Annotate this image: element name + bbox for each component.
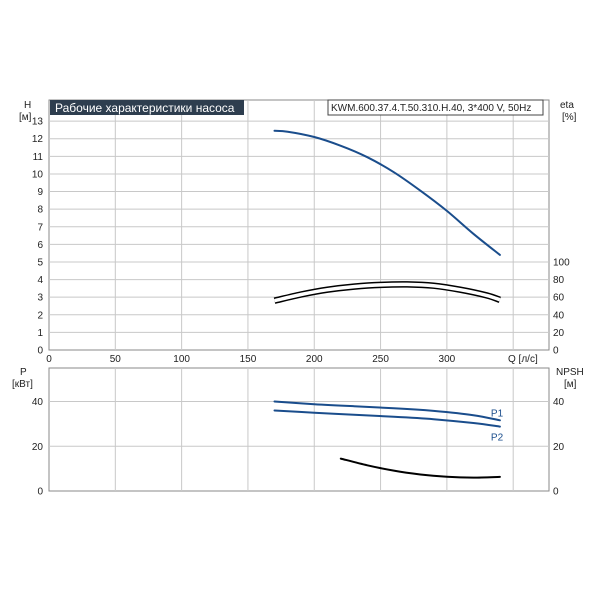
eta-axis-unit: [%] (562, 112, 577, 123)
p-axis-label: P (20, 367, 27, 378)
y-tick-label: 0 (37, 346, 43, 357)
series-label-p1: P1 (491, 408, 504, 419)
y-tick-label: 7 (37, 222, 43, 233)
p-axis-unit: [кВт] (12, 379, 33, 390)
y-tick-label: 20 (32, 442, 44, 453)
y-tick-label: 9 (37, 187, 43, 198)
y2-tick-label: 20 (553, 442, 565, 453)
curves: P1 P2 (273, 129, 504, 479)
y-tick-label: 10 (32, 169, 44, 180)
eta-axis-label: eta (560, 100, 574, 111)
npsh-curve (339, 457, 501, 479)
y-tick-label: 0 (37, 487, 43, 498)
npsh-axis-unit: [м] (564, 379, 577, 390)
eta-curve-inner (274, 282, 501, 303)
npsh-axis-label: NPSH (556, 367, 584, 378)
y2-tick-label: 40 (553, 397, 565, 408)
y-tick-label: 4 (37, 275, 43, 286)
y2-tick-label: 60 (553, 293, 565, 304)
p1-curve (273, 400, 501, 422)
series-label-p2: P2 (491, 433, 504, 444)
chart-title: Рабочие характеристики насоса (55, 101, 235, 115)
q-axis-label: Q [л/с] (508, 354, 538, 365)
y-tick-label: 12 (32, 134, 44, 145)
y2-tick-label: 100 (553, 257, 570, 268)
y-tick-label: 40 (32, 397, 44, 408)
x-tick-label: 50 (110, 354, 122, 365)
x-tick-label: 250 (372, 354, 389, 365)
y-tick-label: 2 (37, 310, 43, 321)
y-tick-label: 1 (37, 328, 43, 339)
x-tick-label: 0 (46, 354, 52, 365)
y-tick-label: 3 (37, 293, 43, 304)
y2-tick-label: 0 (553, 346, 559, 357)
title-background (50, 100, 244, 115)
x-tick-label: 100 (173, 354, 190, 365)
h-axis-unit: [м] (19, 112, 32, 123)
y2-tick-label: 0 (553, 487, 559, 498)
p2-curve (273, 409, 501, 428)
y-tick-label: 6 (37, 240, 43, 251)
y-tick-label: 5 (37, 257, 43, 268)
top-panel-frame (48, 99, 550, 351)
x-tick-label: 150 (240, 354, 257, 365)
y2-tick-label: 40 (553, 310, 565, 321)
bottom-panel-frame (48, 367, 550, 492)
y2-tick-label: 80 (553, 275, 565, 286)
h-axis-label: H (24, 100, 31, 111)
x-tick-label: 300 (439, 354, 456, 365)
y-tick-label: 11 (33, 152, 44, 163)
y-tick-label: 13 (32, 117, 44, 128)
y-tick-label: 8 (37, 205, 43, 216)
model-box (327, 99, 544, 116)
y2-tick-label: 20 (553, 328, 565, 339)
h-curve (273, 129, 501, 256)
model-label: KWM.600.37.4.T.50.310.H.40, 3*400 V, 50H… (331, 103, 531, 114)
x-tick-label: 200 (306, 354, 323, 365)
